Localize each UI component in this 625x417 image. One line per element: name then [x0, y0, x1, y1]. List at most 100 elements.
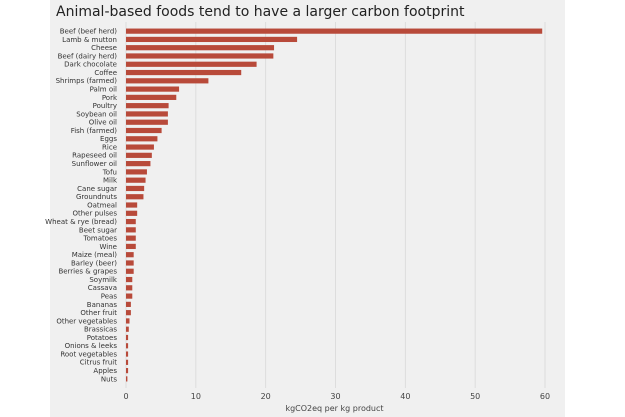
category-label: Cheese	[91, 44, 117, 52]
bar	[126, 243, 136, 250]
bar	[126, 86, 180, 92]
bar	[126, 45, 275, 51]
x-tick-label: 40	[400, 392, 410, 401]
bar	[126, 202, 138, 208]
category-label: Fish (farmed)	[71, 127, 118, 135]
category-label: Soybean oil	[76, 110, 117, 118]
category-label: Berries & grapes	[58, 268, 117, 276]
bar	[126, 127, 162, 134]
category-label: Maize (meal)	[72, 251, 118, 259]
category-label: Wheat & rye (bread)	[45, 218, 117, 226]
bar	[126, 318, 130, 324]
bar	[126, 103, 169, 109]
category-label: Beef (beef herd)	[60, 28, 118, 36]
category-label: Cane sugar	[77, 185, 117, 193]
category-label: Cassava	[88, 284, 117, 292]
bar	[126, 376, 128, 382]
category-label: Pork	[102, 94, 118, 102]
bar	[126, 359, 129, 365]
category-label: Potatoes	[87, 334, 118, 342]
bar	[126, 28, 543, 34]
category-label: Shrimps (farmed)	[56, 77, 118, 85]
category-label: Other fruit	[80, 309, 117, 317]
bar	[126, 268, 134, 274]
category-label: Citrus fruit	[80, 359, 117, 367]
bar	[126, 285, 133, 291]
category-label: Brassicas	[84, 326, 117, 334]
bar	[126, 36, 298, 43]
category-labels: Beef (beef herd)Lamb & muttonCheeseBeef …	[45, 28, 118, 384]
category-label: Barley (beer)	[71, 259, 117, 267]
bar	[126, 185, 145, 192]
bar	[126, 169, 147, 175]
bar	[126, 94, 177, 100]
bar	[126, 177, 146, 183]
category-label: Other pulses	[72, 210, 117, 218]
category-label: Poultry	[93, 102, 117, 110]
bar	[126, 152, 152, 158]
x-tick-label: 10	[191, 392, 201, 401]
bar	[126, 61, 257, 67]
bar	[126, 119, 168, 125]
bar	[126, 343, 129, 349]
bar	[126, 252, 134, 258]
bars	[126, 28, 543, 382]
category-label: Sunflower oil	[72, 160, 117, 168]
x-tick-label: 50	[470, 392, 480, 401]
bar	[126, 161, 151, 167]
bar	[126, 260, 134, 266]
category-label: Beef (dairy herd)	[58, 52, 118, 60]
category-label: Eggs	[100, 135, 117, 143]
x-tick-label: 60	[540, 392, 550, 401]
bar	[126, 78, 209, 84]
category-label: Dark chocolate	[64, 61, 117, 69]
bar	[126, 227, 136, 233]
bar	[126, 334, 129, 341]
category-label: Other vegetables	[56, 317, 117, 325]
category-label: Nuts	[101, 375, 117, 383]
bar	[126, 310, 131, 316]
bar	[126, 194, 144, 200]
category-label: Tofu	[102, 168, 117, 176]
bar	[126, 218, 136, 225]
category-label: Palm oil	[90, 86, 117, 94]
bar	[126, 69, 242, 76]
category-label: Rapeseed oil	[72, 152, 117, 160]
chart-panel	[50, 0, 565, 417]
category-label: Peas	[101, 293, 118, 301]
bar	[126, 301, 131, 307]
x-tick-label: 20	[261, 392, 271, 401]
category-label: Rice	[102, 143, 117, 151]
category-label: Onions & leeks	[65, 342, 118, 350]
bar	[126, 111, 168, 117]
category-label: Milk	[103, 177, 118, 185]
category-label: Olive oil	[89, 119, 117, 127]
gridlines	[125, 22, 546, 388]
bar	[126, 293, 133, 299]
bar	[126, 368, 129, 374]
category-label: Beet sugar	[79, 226, 117, 234]
category-label: Tomatoes	[83, 235, 118, 243]
bar	[126, 351, 129, 357]
category-label: Lamb & mutton	[62, 36, 117, 44]
bar	[126, 326, 129, 332]
category-label: Wine	[100, 243, 117, 251]
bar	[126, 235, 136, 241]
x-tick-label: 30	[330, 392, 340, 401]
chart-title: Animal-based foods tend to have a larger…	[56, 4, 465, 20]
category-label: Bananas	[87, 301, 118, 309]
bar	[126, 210, 138, 216]
category-label: Groundnuts	[76, 193, 117, 201]
x-axis-label: kgCO2eq per kg product	[285, 404, 383, 413]
category-label: Apples	[93, 367, 117, 375]
category-label: Oatmeal	[87, 201, 117, 209]
bar	[126, 144, 154, 150]
category-label: Coffee	[94, 69, 117, 77]
category-label: Soymilk	[89, 276, 118, 284]
bar	[126, 276, 133, 283]
category-label: Root vegetables	[60, 350, 117, 358]
bar	[126, 136, 158, 142]
bar	[126, 53, 274, 59]
x-tick-label: 0	[123, 392, 128, 401]
